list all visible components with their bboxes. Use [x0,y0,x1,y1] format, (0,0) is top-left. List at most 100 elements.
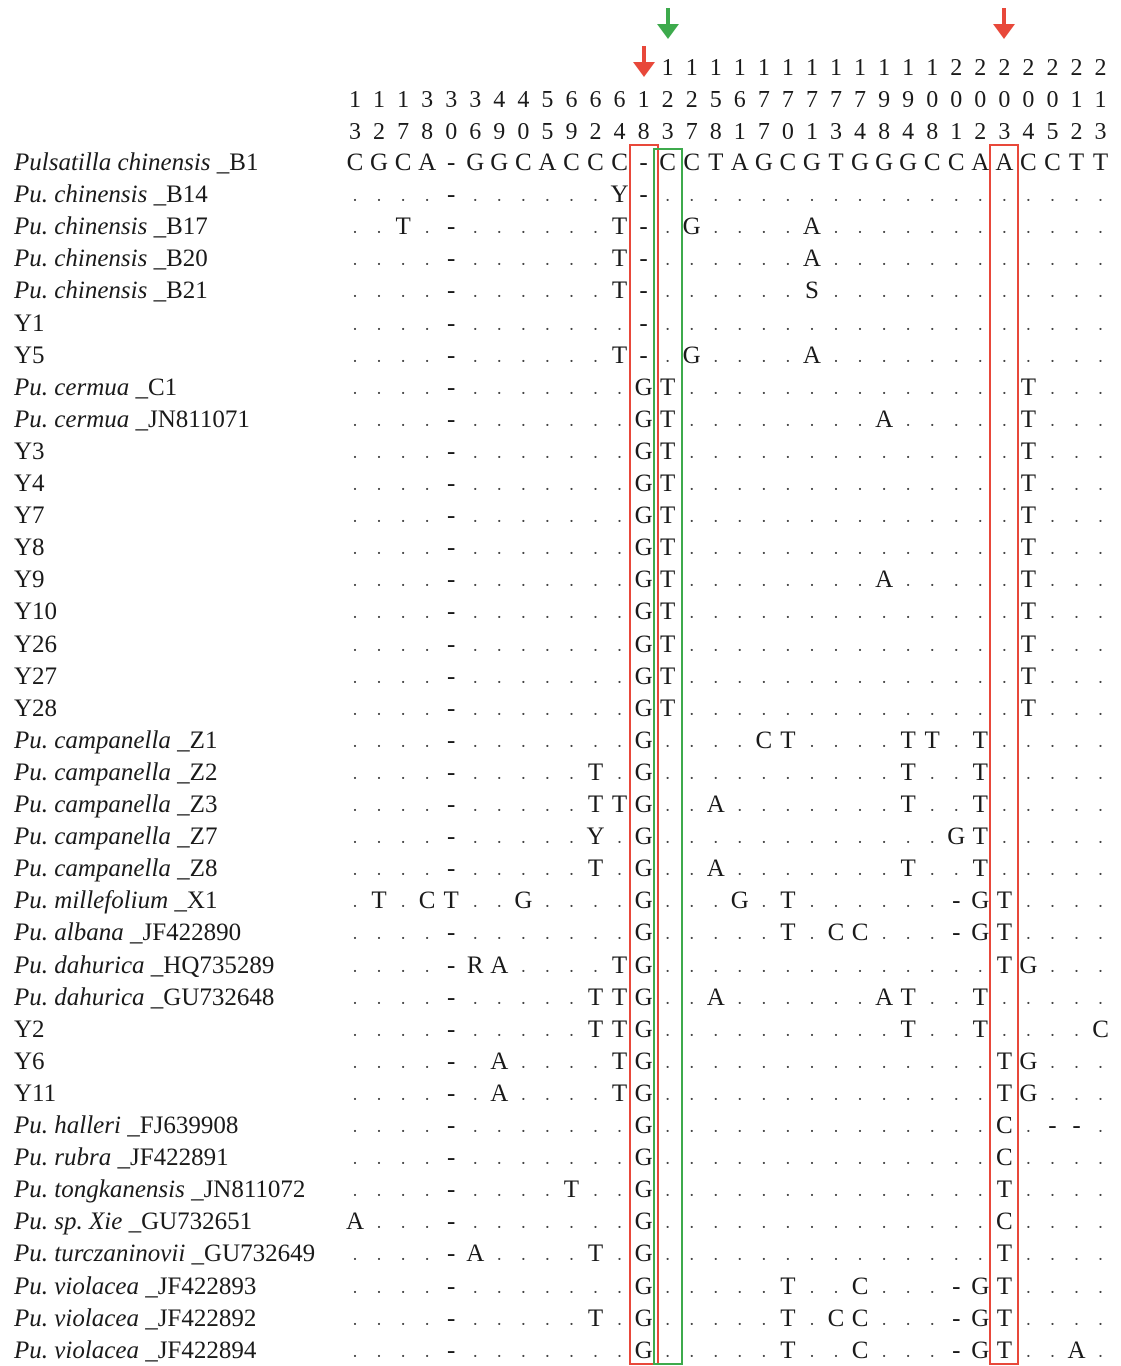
variant-site: - [1072,1112,1081,1139]
identical-site: . [521,1019,526,1040]
identical-site: . [978,666,983,687]
identical-site: . [1050,634,1055,655]
identical-site: . [400,1148,406,1169]
identical-site: . [424,730,430,751]
identical-site: . [376,474,382,494]
identical-site: . [569,955,574,976]
identical-site: . [1050,1180,1055,1201]
identical-site: . [352,217,358,238]
identical-site: . [954,1148,959,1169]
identical-site: . [978,1180,983,1201]
identical-site: . [1074,827,1079,848]
identical-site: . [833,827,839,848]
identical-site: . [1002,474,1007,494]
identical-site: . [713,1116,719,1136]
variant-site: - [447,1047,456,1075]
identical-site: . [1026,730,1031,751]
identical-site: . [761,281,767,302]
identical-site: . [400,955,406,976]
identical-site: . [881,313,887,334]
identical-site: . [713,698,719,719]
identical-site: . [665,891,670,912]
identical-site: . [352,1340,358,1361]
position-digit: 7 [397,119,410,145]
species-name: Pu. chinensis [14,181,148,209]
identical-site: . [737,1308,743,1329]
sample-label: Pu. campanella _Z8 [14,854,217,884]
variant-site: G [682,213,701,241]
identical-site: . [521,506,526,527]
sample-id: _GU732649 [185,1240,316,1268]
identical-site: . [785,345,791,366]
identical-site: . [521,602,526,623]
identical-site: . [929,441,935,462]
identical-site: . [497,698,502,719]
identical-site: . [978,377,983,398]
identical-site: . [352,859,358,880]
variant-site: T [660,630,676,658]
variant-site: T [780,726,796,754]
sample-id: _JF422892 [138,1304,257,1332]
variant-site: T [611,277,628,305]
variant-site: G [851,149,870,176]
identical-site: . [761,666,767,687]
identical-site: . [665,762,670,783]
identical-site: . [761,377,767,398]
position-digit: 2 [1022,55,1035,81]
identical-site: . [665,185,670,206]
identical-site: . [905,955,911,976]
identical-site: . [689,1148,694,1169]
identical-site: . [569,634,574,655]
species-name: Pu. campanella [14,758,171,786]
green-highlight-box [652,148,683,1365]
identical-site: . [1098,217,1103,238]
sample-id: _JF422890 [123,919,242,947]
identical-site: . [713,1148,719,1169]
identical-site: . [737,506,743,527]
sample-label: Pu. dahurica _GU732648 [14,983,274,1013]
position-digit: 1 [733,119,746,145]
identical-site: . [1002,345,1007,366]
identical-site: . [1050,313,1055,334]
identical-site: . [497,602,502,623]
variant-site: G [899,149,918,176]
variant-site: T [996,1272,1012,1300]
identical-site: . [737,1116,743,1136]
identical-site: . [1098,827,1103,848]
identical-site: . [1074,730,1079,751]
variant-site: G [730,887,749,915]
sample-label: Y1 [14,309,45,339]
species-name: Pu. sp. Xie [14,1208,123,1236]
identical-site: . [665,281,670,302]
variant-site: - [447,245,456,273]
identical-site: . [1002,634,1007,655]
identical-site: . [521,987,526,1008]
identical-site: . [1002,570,1007,591]
position-digit: 7 [757,119,770,145]
identical-site: . [424,1180,430,1201]
identical-site: . [665,1180,670,1201]
identical-site: . [761,345,767,366]
identical-site: . [521,345,526,366]
identical-site: . [569,1340,574,1361]
position-digit: 1 [661,55,674,81]
identical-site: . [400,538,406,559]
position-digit: 3 [421,87,434,113]
variant-site: C [587,149,604,176]
identical-site: . [737,859,743,880]
identical-site: . [1002,441,1007,462]
position-digit: 3 [1094,119,1107,145]
identical-site: . [737,698,743,719]
identical-site: . [376,730,382,751]
identical-site: . [809,1308,815,1329]
identical-site: . [1074,666,1079,687]
identical-site: . [545,923,550,944]
identical-site: . [785,409,791,430]
identical-site: . [905,1340,911,1361]
identical-site: . [785,217,791,238]
identical-site: . [593,602,598,623]
identical-site: . [352,1148,358,1169]
identical-site: . [929,1051,935,1072]
identical-site: . [497,1212,502,1233]
identical-site: . [905,1276,911,1297]
